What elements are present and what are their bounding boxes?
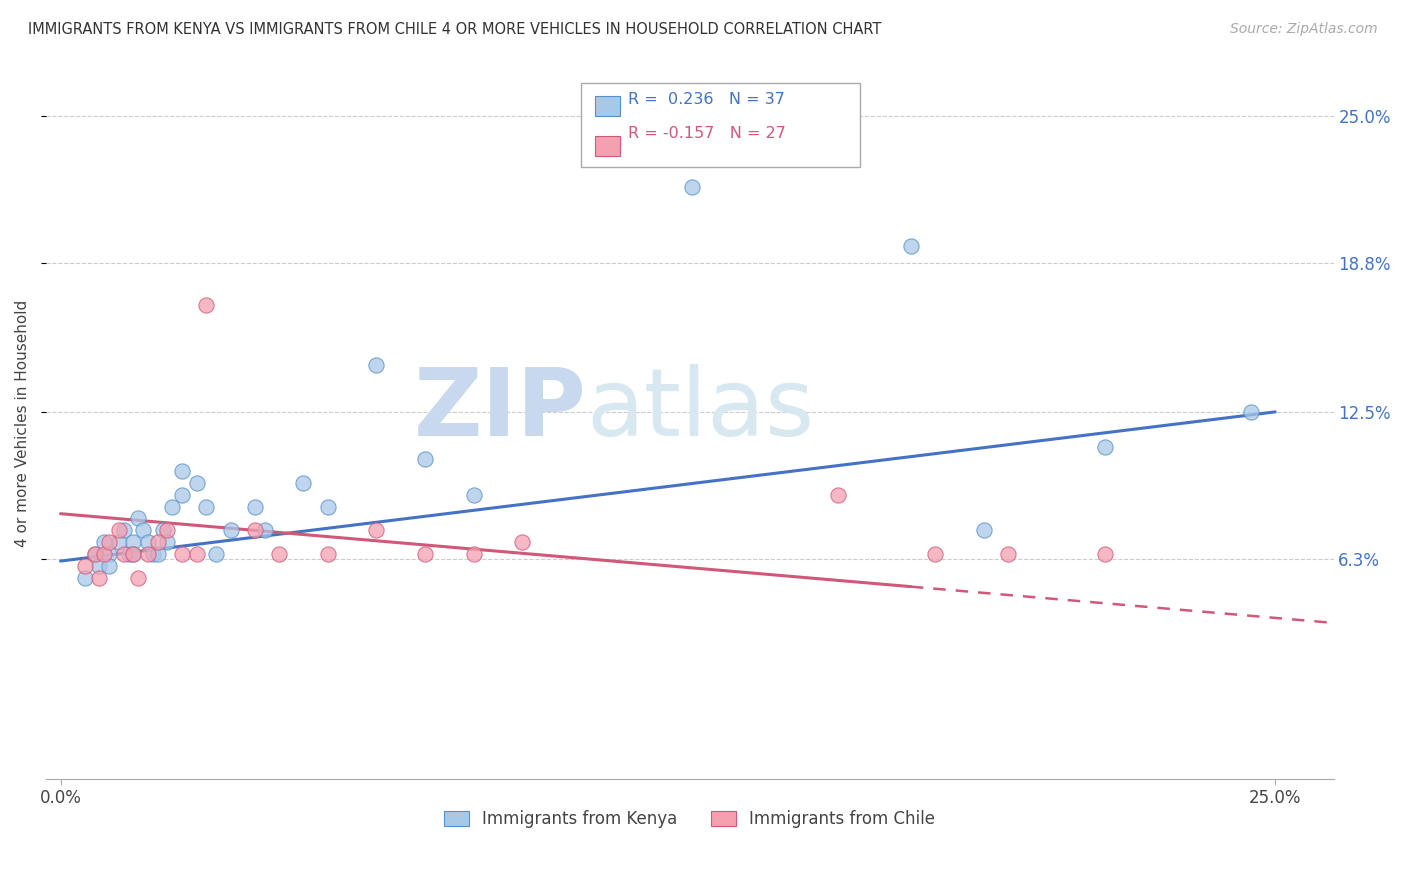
Point bbox=[269, 547, 291, 561]
Text: atlas: atlas bbox=[586, 364, 815, 456]
Point bbox=[98, 547, 121, 561]
Point bbox=[93, 535, 115, 549]
Point bbox=[112, 547, 135, 561]
Point bbox=[1240, 405, 1263, 419]
Point bbox=[83, 547, 105, 561]
Point bbox=[112, 523, 135, 537]
Point bbox=[253, 523, 276, 537]
Point bbox=[316, 547, 339, 561]
Point bbox=[122, 547, 145, 561]
Point bbox=[170, 464, 193, 478]
Point bbox=[924, 547, 946, 561]
Point bbox=[117, 547, 139, 561]
Point bbox=[1094, 441, 1116, 455]
Point bbox=[73, 558, 96, 573]
Text: Source: ZipAtlas.com: Source: ZipAtlas.com bbox=[1230, 22, 1378, 37]
Point bbox=[1094, 547, 1116, 561]
Point bbox=[156, 523, 179, 537]
Point bbox=[413, 547, 436, 561]
Point bbox=[195, 500, 218, 514]
Point bbox=[146, 547, 169, 561]
Point bbox=[186, 547, 208, 561]
Point bbox=[243, 523, 266, 537]
Point bbox=[219, 523, 242, 537]
Point bbox=[162, 500, 184, 514]
Point bbox=[186, 475, 208, 490]
Point bbox=[98, 535, 121, 549]
Point bbox=[681, 180, 703, 194]
Point bbox=[366, 523, 388, 537]
Text: R = -0.157   N = 27: R = -0.157 N = 27 bbox=[628, 126, 786, 141]
Point bbox=[132, 523, 155, 537]
Point bbox=[900, 239, 922, 253]
Y-axis label: 4 or more Vehicles in Household: 4 or more Vehicles in Household bbox=[15, 300, 30, 548]
Text: IMMIGRANTS FROM KENYA VS IMMIGRANTS FROM CHILE 4 OR MORE VEHICLES IN HOUSEHOLD C: IMMIGRANTS FROM KENYA VS IMMIGRANTS FROM… bbox=[28, 22, 882, 37]
Point bbox=[108, 523, 131, 537]
Point bbox=[89, 558, 111, 573]
Point bbox=[127, 571, 149, 585]
Point bbox=[170, 488, 193, 502]
Point bbox=[152, 523, 174, 537]
Point bbox=[156, 535, 179, 549]
Point bbox=[243, 500, 266, 514]
Point bbox=[973, 523, 995, 537]
Point bbox=[413, 452, 436, 467]
Point bbox=[827, 488, 849, 502]
Text: ZIP: ZIP bbox=[413, 364, 586, 456]
Point bbox=[108, 535, 131, 549]
Point bbox=[146, 535, 169, 549]
Point bbox=[292, 475, 315, 490]
Point bbox=[463, 488, 485, 502]
Point bbox=[89, 571, 111, 585]
Point bbox=[510, 535, 533, 549]
Point bbox=[142, 547, 165, 561]
Point bbox=[83, 547, 105, 561]
Point bbox=[73, 571, 96, 585]
Point bbox=[122, 535, 145, 549]
Point bbox=[997, 547, 1019, 561]
Point bbox=[93, 547, 115, 561]
Point bbox=[136, 547, 159, 561]
Point bbox=[316, 500, 339, 514]
Point bbox=[366, 358, 388, 372]
Point bbox=[127, 511, 149, 525]
Point bbox=[98, 558, 121, 573]
Point bbox=[205, 547, 228, 561]
Point bbox=[195, 298, 218, 312]
Point bbox=[170, 547, 193, 561]
Point bbox=[136, 535, 159, 549]
Text: R =  0.236   N = 37: R = 0.236 N = 37 bbox=[628, 92, 786, 107]
Point bbox=[463, 547, 485, 561]
Point bbox=[122, 547, 145, 561]
Legend: Immigrants from Kenya, Immigrants from Chile: Immigrants from Kenya, Immigrants from C… bbox=[437, 803, 942, 835]
